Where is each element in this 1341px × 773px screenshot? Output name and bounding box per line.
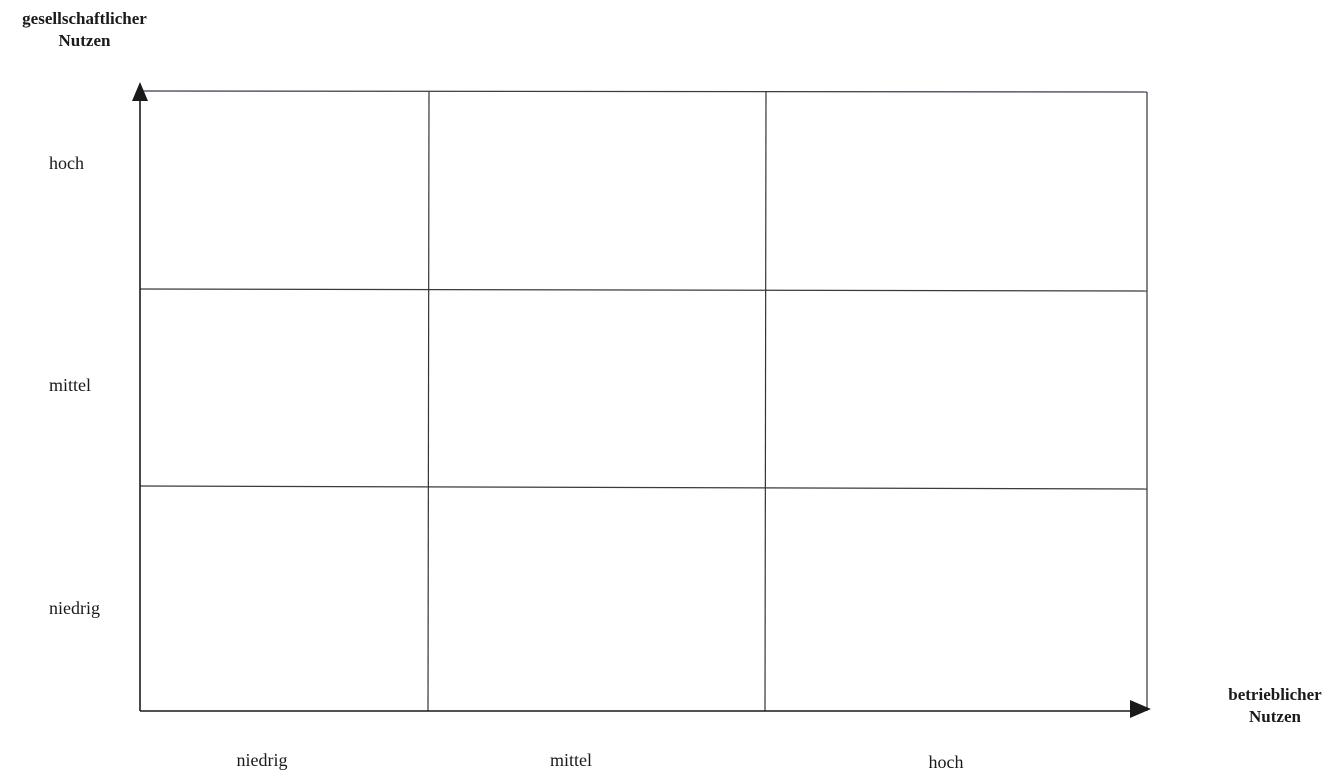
x-axis-arrowhead-icon bbox=[1130, 700, 1151, 718]
y-level-label-medium: mittel bbox=[49, 375, 91, 395]
x-level-label-medium: mittel bbox=[550, 750, 592, 770]
y-axis-title-line2: Nutzen bbox=[58, 31, 111, 50]
x-level-label-high: hoch bbox=[928, 752, 964, 772]
grid-row-divider-1 bbox=[139, 288, 1148, 292]
grid-column-divider-1 bbox=[427, 90, 430, 712]
x-axis-title: betrieblicher Nutzen bbox=[1212, 684, 1338, 728]
x-axis-title-line2: Nutzen bbox=[1249, 707, 1301, 726]
y-axis-title: gesellschaftlicher Nutzen bbox=[2, 8, 167, 52]
y-level-label-low: niedrig bbox=[49, 598, 100, 618]
y-axis-arrowhead-icon bbox=[132, 82, 148, 101]
grid-top-border bbox=[139, 90, 1148, 93]
x-level-label-low: niedrig bbox=[236, 750, 288, 770]
grid-column-divider-2 bbox=[764, 90, 767, 712]
y-level-label-high: hoch bbox=[49, 153, 84, 173]
grid-row-divider-2 bbox=[139, 485, 1148, 490]
x-axis-title-line1: betrieblicher bbox=[1228, 685, 1322, 704]
y-axis-title-line1: gesellschaftlicher bbox=[22, 9, 147, 28]
